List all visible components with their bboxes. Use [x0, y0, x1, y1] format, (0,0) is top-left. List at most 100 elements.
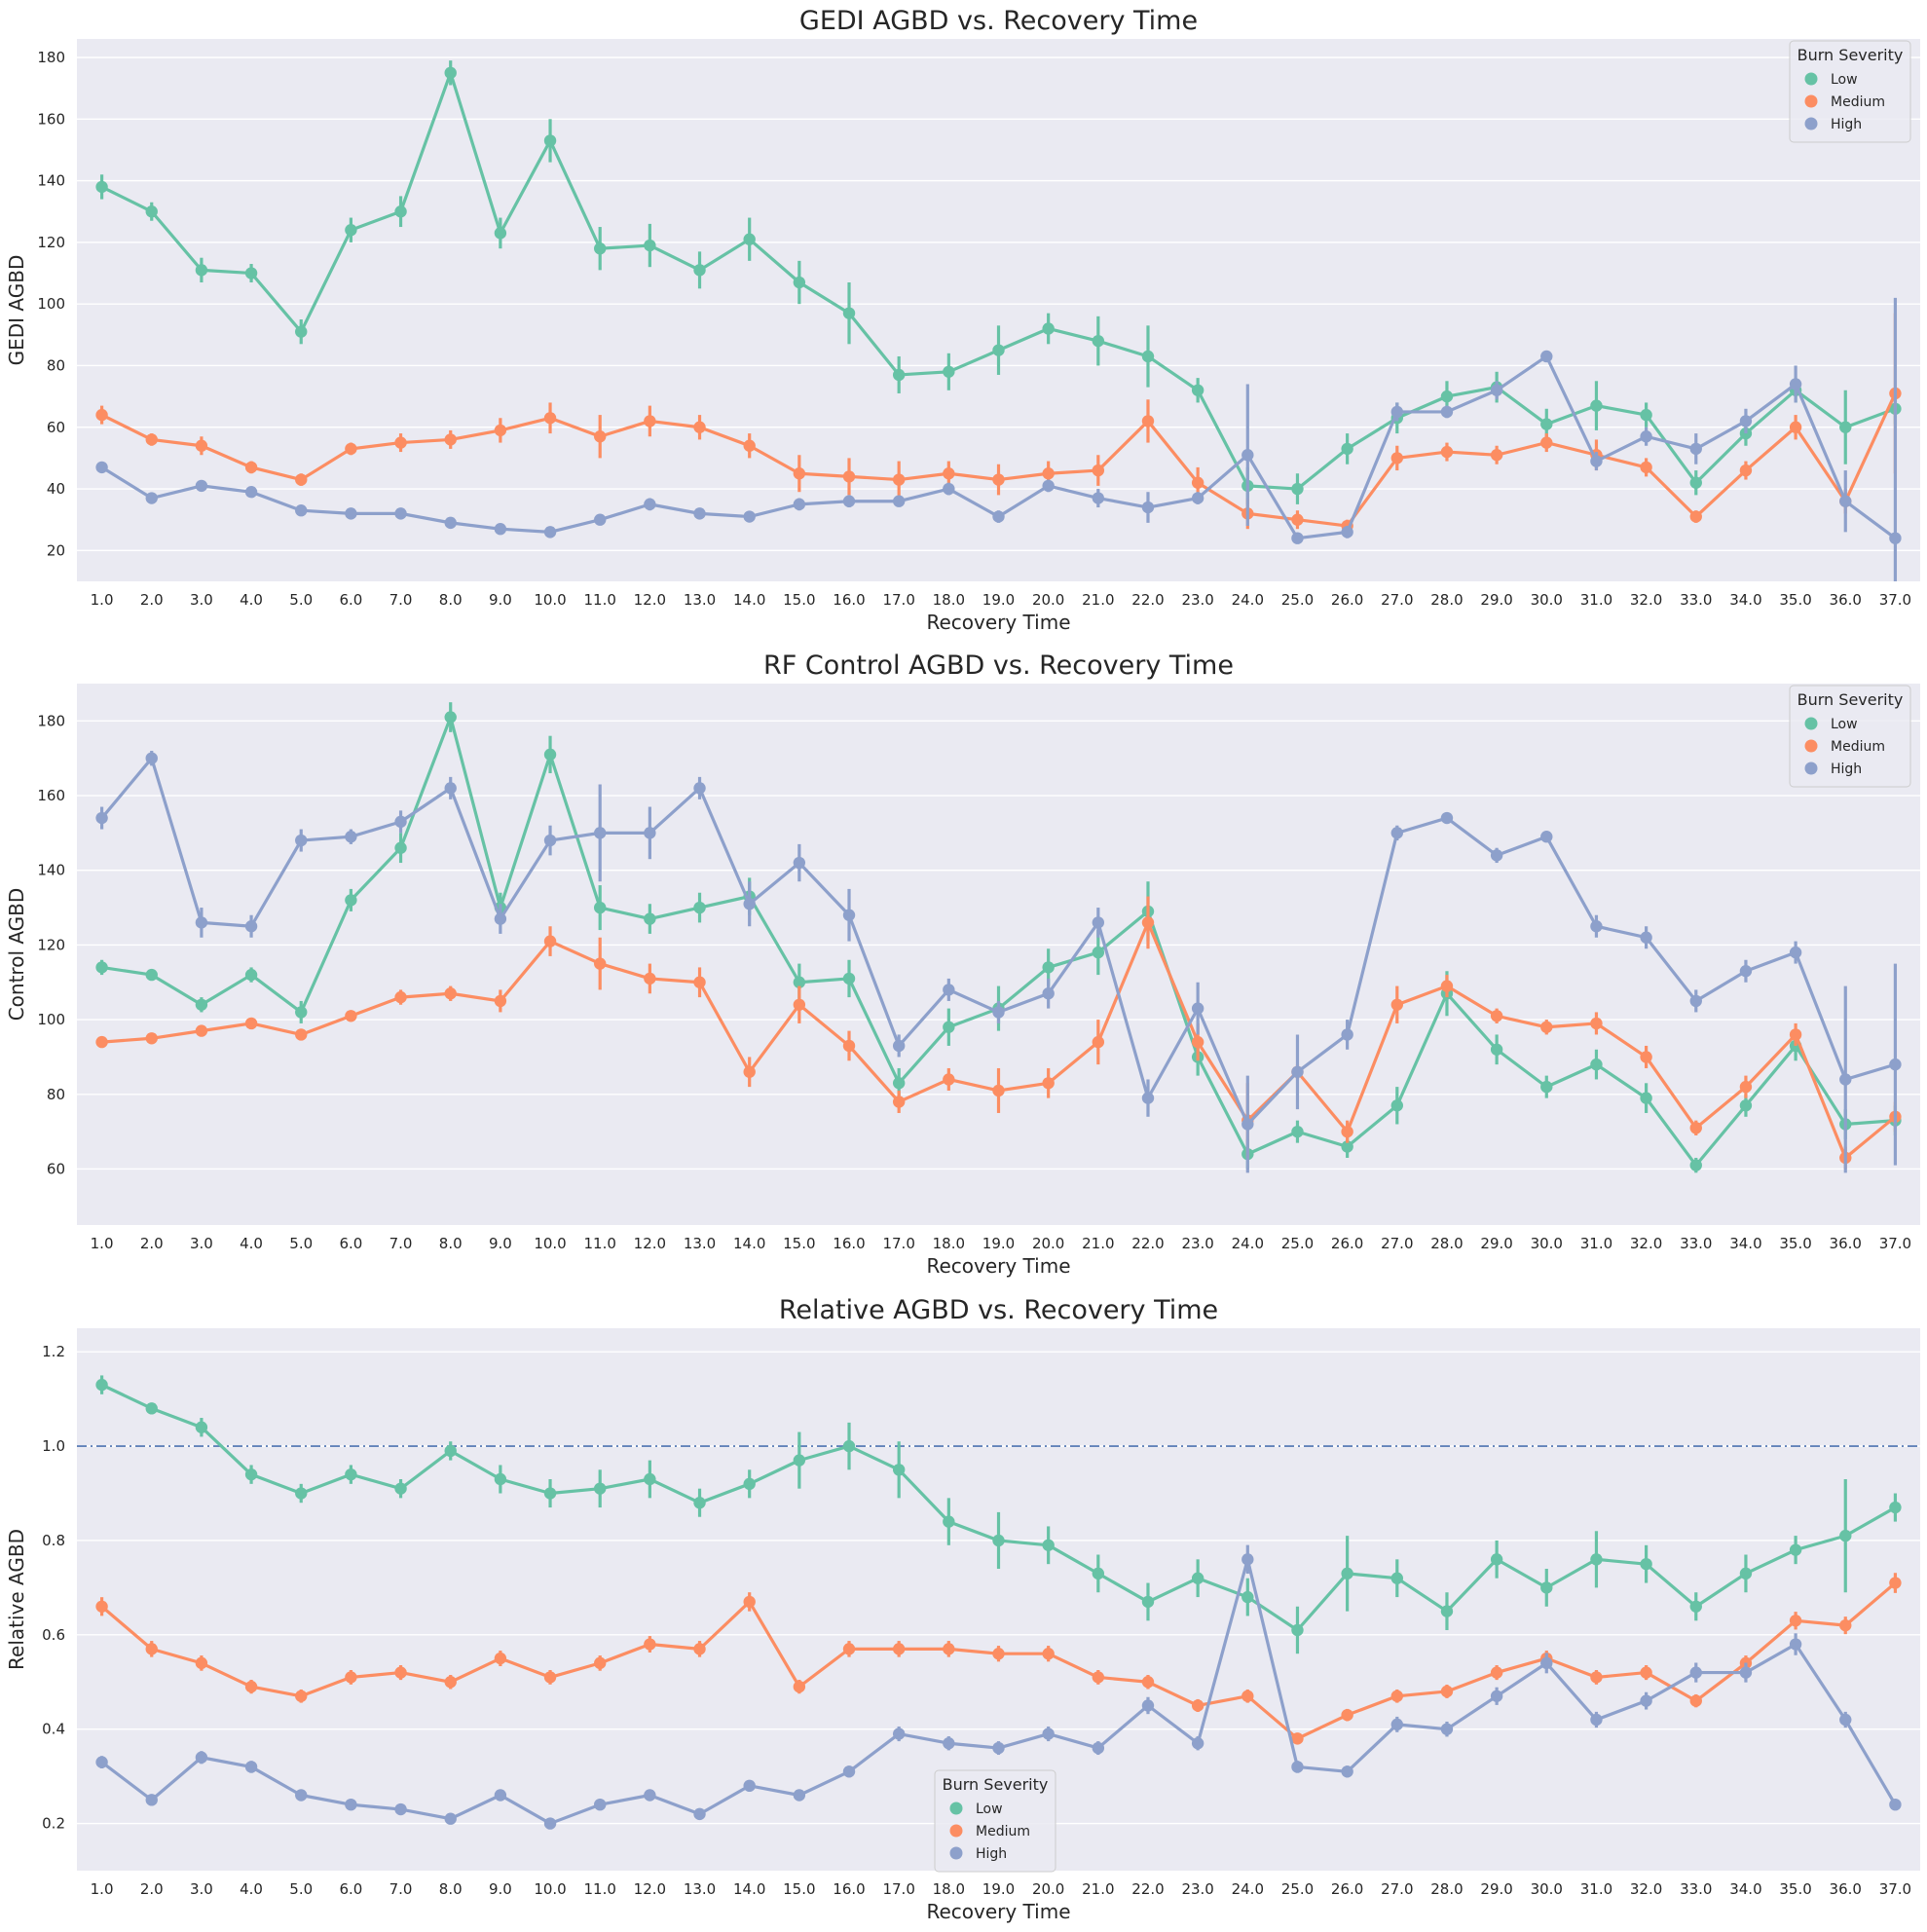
data-point [1141, 415, 1155, 427]
x-tick-label: 32.0 [1630, 591, 1662, 609]
data-point [892, 495, 906, 507]
x-tick-label: 31.0 [1580, 591, 1612, 609]
x-tick-label: 11.0 [583, 1880, 615, 1898]
x-tick-label: 32.0 [1630, 1235, 1662, 1252]
data-point [1341, 1567, 1353, 1580]
x-tick-label: 7.0 [389, 1880, 413, 1898]
legend-marker [1804, 117, 1818, 130]
data-point [1241, 1118, 1254, 1131]
data-point [95, 408, 108, 422]
data-point [842, 307, 856, 319]
data-point [644, 1789, 656, 1802]
data-point [543, 935, 557, 947]
data-point [1341, 1125, 1353, 1138]
data-point [892, 368, 906, 382]
data-point [1889, 1501, 1902, 1514]
y-tick-label: 1.0 [42, 1437, 65, 1455]
data-point [394, 205, 407, 218]
x-tick-label: 27.0 [1381, 1880, 1413, 1898]
data-point [1590, 1058, 1603, 1071]
x-tick-label: 5.0 [289, 1880, 313, 1898]
data-point [1839, 1713, 1852, 1727]
data-point [1092, 916, 1105, 929]
data-point [295, 473, 308, 486]
x-tick-label: 27.0 [1381, 1235, 1413, 1252]
x-tick-label: 8.0 [439, 591, 463, 609]
x-tick-label: 15.0 [783, 1235, 815, 1252]
x-tick-label: 29.0 [1480, 1235, 1512, 1252]
x-tick-label: 29.0 [1480, 591, 1512, 609]
x-tick-label: 28.0 [1430, 591, 1463, 609]
data-point [943, 365, 955, 378]
data-point [594, 1798, 607, 1811]
x-tick-label: 34.0 [1729, 1880, 1761, 1898]
y-tick-label: 20 [47, 541, 65, 559]
y-tick-label: 120 [37, 936, 65, 953]
data-point [1042, 467, 1055, 480]
data-point [95, 1600, 108, 1613]
x-tick-label: 23.0 [1181, 591, 1213, 609]
data-point [1042, 1539, 1055, 1552]
x-tick-label: 9.0 [489, 1880, 512, 1898]
x-tick-label: 24.0 [1232, 1235, 1264, 1252]
data-point [95, 811, 108, 825]
data-point [1390, 1690, 1403, 1702]
x-tick-label: 33.0 [1680, 591, 1712, 609]
data-point [494, 1472, 507, 1486]
x-tick-label: 36.0 [1830, 1235, 1862, 1252]
y-tick-label: 0.2 [42, 1815, 65, 1833]
data-point [1789, 946, 1802, 959]
data-point [295, 1006, 308, 1019]
data-point [743, 233, 756, 245]
x-tick-label: 36.0 [1830, 1880, 1862, 1898]
data-point [444, 987, 457, 1000]
data-point [1889, 1798, 1902, 1811]
data-point [1092, 1035, 1105, 1049]
data-point [743, 1595, 756, 1609]
data-point [842, 909, 856, 921]
data-point [1540, 831, 1553, 843]
x-tick-label: 11.0 [583, 591, 615, 609]
data-point [1789, 378, 1802, 390]
x-tick-label: 31.0 [1580, 1235, 1612, 1252]
x-tick-label: 4.0 [240, 1235, 263, 1252]
data-point [1042, 1648, 1055, 1660]
chart-title: GEDI AGBD vs. Recovery Time [799, 6, 1198, 36]
legend: Burn Severity Low Medium High [1789, 40, 1911, 143]
x-tick-label: 4.0 [240, 591, 263, 609]
x-tick-label: 8.0 [439, 1235, 463, 1252]
legend-entry: Low [1831, 72, 1858, 88]
data-point [444, 1812, 457, 1825]
data-point [1092, 946, 1105, 959]
data-point [1490, 1666, 1503, 1679]
y-tick-label: 180 [37, 712, 65, 729]
data-point [892, 1096, 906, 1108]
data-point [992, 1741, 1005, 1755]
data-point [145, 1643, 158, 1655]
data-point [1490, 1553, 1503, 1566]
x-tick-label: 22.0 [1131, 591, 1164, 609]
data-point [743, 1065, 756, 1078]
data-point [743, 898, 756, 910]
data-point [1440, 1723, 1454, 1735]
data-point [693, 421, 706, 433]
data-point [543, 526, 557, 539]
data-point [1640, 430, 1652, 443]
data-point [244, 461, 258, 474]
series-low [95, 60, 1902, 504]
data-point [195, 916, 208, 929]
x-tick-label: 13.0 [684, 591, 716, 609]
data-point [743, 1477, 756, 1491]
x-tick-label: 20.0 [1032, 1880, 1064, 1898]
x-tick-label: 1.0 [91, 1235, 114, 1252]
data-point [842, 972, 856, 985]
data-point [1540, 1021, 1553, 1033]
data-point [95, 1378, 108, 1392]
data-point [1739, 1666, 1753, 1679]
data-point [644, 1472, 656, 1486]
data-point [295, 1028, 308, 1041]
data-point [1291, 532, 1304, 544]
data-point [1490, 1010, 1503, 1022]
legend-marker [1804, 94, 1818, 108]
data-point [145, 433, 158, 446]
